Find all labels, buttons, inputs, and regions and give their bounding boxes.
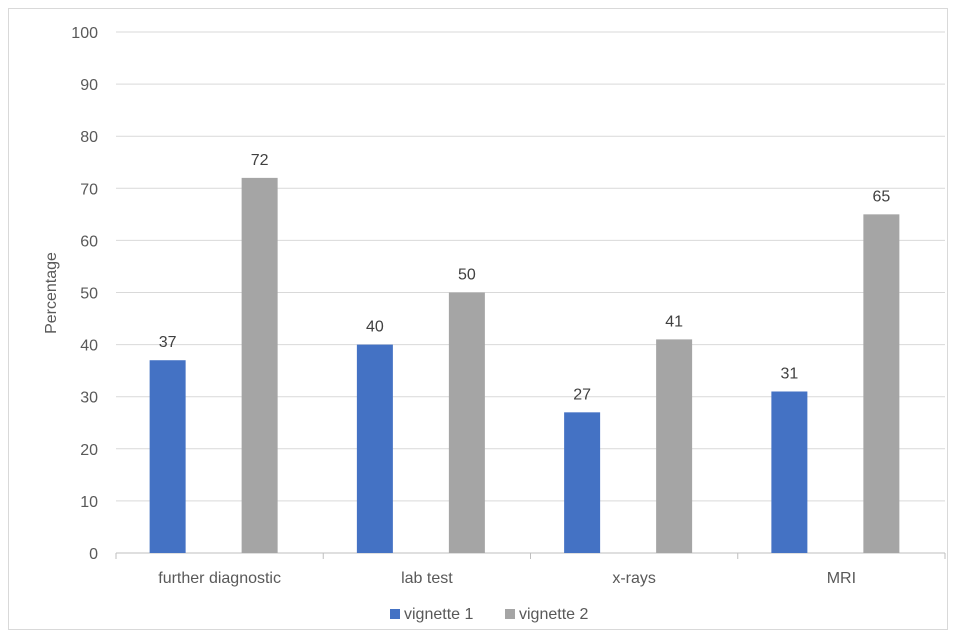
legend-label-2: vignette 2 [519, 606, 588, 623]
y-tick-label-80: 80 [80, 129, 98, 146]
y-tick-label-40: 40 [80, 338, 98, 355]
bar-2-2 [656, 339, 693, 553]
y-tick-label-100: 100 [71, 25, 98, 42]
y-tick-label-0: 0 [89, 546, 98, 563]
x-tick-label: further diagnostic [158, 570, 281, 587]
data-label: 50 [458, 267, 476, 284]
axes: 0 10 20 30 40 50 60 70 80 90 100 further diagnostic… [71, 25, 946, 587]
legend-swatch-1 [390, 609, 400, 619]
data-label: 40 [366, 319, 384, 336]
legend-label-1: vignette 1 [404, 606, 473, 623]
bar-1-0 [149, 360, 186, 553]
data-label: 72 [251, 152, 269, 169]
bar-1-3 [771, 391, 808, 553]
y-tick-label-90: 90 [80, 77, 98, 94]
legend-swatch-2 [505, 609, 515, 619]
data-labels: 37 72 40 50 27 41 31 65 [159, 152, 891, 403]
x-tick-label: lab test [401, 570, 453, 587]
y-tick-label-60: 60 [80, 233, 98, 250]
bar-2-3 [863, 214, 900, 553]
x-tick-label: x-rays [612, 570, 656, 587]
y-axis-title: Percentage [43, 252, 60, 334]
x-tick-label: MRI [827, 570, 856, 587]
y-tick-label-50: 50 [80, 286, 98, 303]
data-label: 65 [872, 188, 890, 205]
bar-1-1 [356, 344, 393, 553]
y-tick-label-10: 10 [80, 494, 98, 511]
data-label: 27 [573, 386, 591, 403]
gridlines [116, 31, 945, 502]
bar-2-0 [241, 177, 278, 553]
data-label: 31 [780, 365, 798, 382]
legend: vignette 1 vignette 2 [390, 606, 588, 623]
data-label: 37 [159, 334, 177, 351]
bar-2-1 [448, 292, 485, 553]
y-tick-label-70: 70 [80, 181, 98, 198]
y-tick-label-30: 30 [80, 390, 98, 407]
bars [149, 177, 900, 553]
bar-1-2 [564, 412, 601, 553]
y-tick-label-20: 20 [80, 442, 98, 459]
data-label: 41 [665, 313, 683, 330]
